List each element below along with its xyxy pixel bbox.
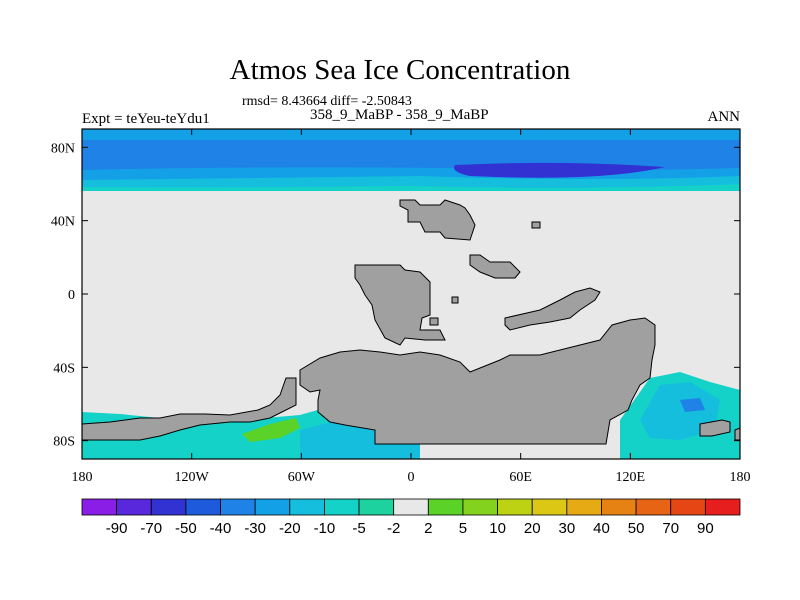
colorbar-box (358, 498, 395, 516)
colorbar-box (462, 498, 498, 516)
land-strip-north (469, 254, 521, 279)
colorbar-box (254, 498, 291, 516)
colorbar-box (324, 498, 360, 516)
y-tick-label: 80S (53, 435, 75, 450)
colorbar-label: 5 (459, 520, 467, 537)
y-tick-label: 40N (51, 215, 75, 230)
colorbar-box (81, 498, 118, 516)
colorbar-label: 30 (558, 520, 575, 537)
colorbar-label: 70 (662, 520, 679, 537)
colorbar-box (704, 498, 741, 516)
colorbar-label: 10 (489, 520, 506, 537)
colorbar-box (566, 498, 602, 516)
land-peninsula (82, 377, 297, 441)
arctic-anomaly (82, 129, 740, 191)
x-tick-label: 0 (408, 470, 415, 485)
colorbar-box (497, 498, 533, 516)
x-tick-label: 180 (72, 470, 93, 485)
southern-east-spots (680, 398, 705, 412)
colorbar: -90 -70 -50 -40 -30 -20 -10 -5 -2 2 5 10 20 30 40 50 70 9… (81, 498, 741, 537)
land-southeast-islet (699, 419, 731, 437)
colorbar-label: -5 (352, 520, 365, 537)
axis-ticks: 180 120W 60W 0 60E 120E 180 80N 40N 0 40S 80S (51, 129, 751, 485)
land-mask (82, 199, 740, 445)
y-tick-label: 0 (68, 288, 75, 303)
arctic-core (454, 162, 665, 178)
land-east-strip (504, 287, 601, 331)
colorbar-label: -70 (140, 520, 162, 537)
x-tick-label: 60W (288, 470, 316, 485)
colorbar-label: 50 (628, 520, 645, 537)
land-southeast-edge (734, 427, 740, 441)
x-tick-label: 120E (616, 470, 646, 485)
colorbar-box (220, 498, 256, 516)
x-tick-label: 60E (509, 470, 532, 485)
colorbar-box (289, 498, 325, 516)
colorbar-label: -40 (210, 520, 232, 537)
colorbar-label: 2 (424, 520, 432, 537)
colorbar-label: 40 (593, 520, 610, 537)
land-west-massif (354, 264, 446, 346)
colorbar-box (185, 498, 221, 516)
land-north-block (399, 199, 476, 241)
colorbar-label: -90 (106, 520, 128, 537)
colorbar-box (670, 498, 706, 516)
experiment-label: Expt = teYeu-teYdu1 (82, 111, 210, 127)
colorbar-box (601, 498, 637, 516)
colorbar-label: -50 (175, 520, 197, 537)
colorbar-label: 90 (697, 520, 714, 537)
season-label: ANN (707, 109, 741, 125)
stats-line: rmsd= 8.43664 diff= -2.50843 (242, 94, 412, 109)
x-tick-label: 120W (175, 470, 210, 485)
colorbar-label: 20 (524, 520, 541, 537)
colorbar-label: -2 (387, 520, 400, 537)
arctic-band-core-ring (82, 140, 740, 170)
chart-title: Atmos Sea Ice Concentration (229, 54, 571, 86)
colorbar-box (531, 498, 568, 516)
land-tiny-2 (429, 317, 439, 326)
y-tick-label: 40S (53, 361, 75, 376)
colorbar-label: -30 (244, 520, 266, 537)
colorbar-box (635, 498, 672, 516)
land-tiny-1 (451, 296, 459, 304)
x-tick-label: 180 (730, 470, 751, 485)
land-north-islet (531, 221, 541, 229)
colorbar-box (393, 498, 429, 516)
colorbar-box (116, 498, 152, 516)
colorbar-label: -20 (279, 520, 301, 537)
colorbar-label: -10 (314, 520, 336, 537)
southern-positive-patch (242, 418, 300, 442)
chart-subtitle: 358_9_MaBP - 358_9_MaBP (310, 107, 489, 123)
colorbar-box (427, 498, 464, 516)
y-tick-label: 80N (51, 141, 75, 156)
land-south-main (299, 317, 656, 445)
colorbar-box (150, 498, 187, 516)
